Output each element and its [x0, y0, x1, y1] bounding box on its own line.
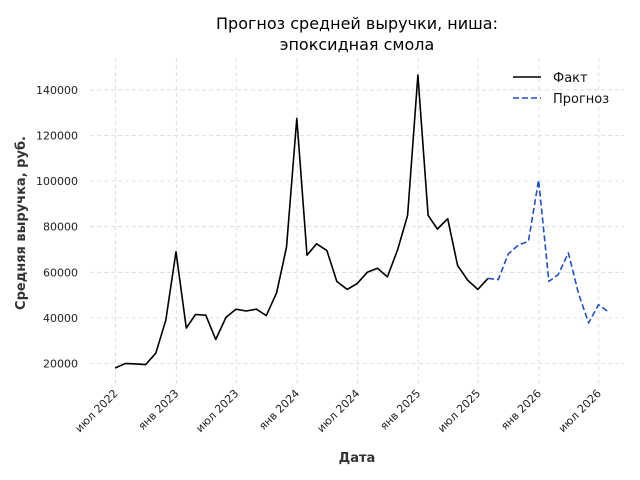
legend-label: Прогноз: [553, 92, 609, 107]
y-tick-labels: 20000 40000 60000 80000 100000 120000 140000: [36, 84, 78, 371]
y-tick-label: 100000: [36, 175, 78, 188]
x-tick-label: июл 2022: [73, 387, 121, 435]
y-tick-label: 120000: [36, 130, 78, 143]
y-tick-label: 140000: [36, 84, 78, 97]
chart-title-line2: эпоксидная смола: [280, 35, 435, 54]
x-tick-label: янв 2023: [136, 387, 182, 433]
x-tick-label: июл 2026: [556, 387, 604, 435]
x-tick-label: июл 2025: [435, 387, 483, 435]
y-tick-label: 80000: [43, 221, 78, 234]
x-axis-label: Дата: [339, 451, 376, 466]
x-tick-label: июл 2023: [193, 387, 241, 435]
y-tick-label: 20000: [43, 357, 78, 370]
y-tick-label: 60000: [43, 266, 78, 279]
x-tick-label: янв 2025: [378, 387, 424, 433]
x-tick-label: янв 2026: [498, 387, 544, 433]
series-line-fact: [114, 74, 489, 369]
grid: [90, 58, 624, 384]
series-line-forecast: [487, 179, 610, 324]
x-tick-label: июл 2024: [314, 387, 362, 435]
legend-label: Факт: [553, 71, 588, 86]
series-lines: [114, 74, 610, 369]
x-tick-label: янв 2024: [256, 387, 302, 433]
chart-title-line1: Прогноз средней выручки, ниша:: [216, 14, 498, 33]
legend: Факт Прогноз: [513, 71, 609, 107]
x-tick-labels: июл 2022 янв 2023 июл 2023 янв 2024 июл 2024…: [73, 387, 604, 435]
chart-title: Прогноз средней выручки, ниша: эпоксидна…: [216, 14, 498, 54]
y-tick-label: 40000: [43, 312, 78, 325]
y-axis-label: Средняя выручка, руб.: [14, 136, 29, 310]
